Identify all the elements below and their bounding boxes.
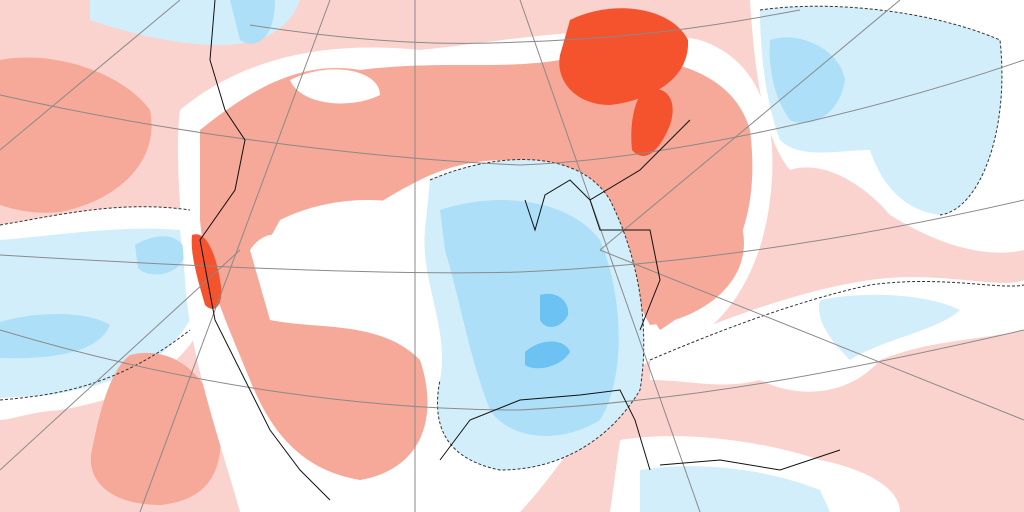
- longitude-line: [139, 0, 331, 512]
- latitude-line: [0, 329, 1024, 411]
- mid-blue-zone: [540, 293, 569, 327]
- white-zone: [255, 200, 410, 282]
- red-zone: [191, 234, 222, 309]
- coastlines: [199, 0, 841, 501]
- white-zone: [290, 69, 380, 104]
- blue-zone: [0, 314, 110, 359]
- contour: [649, 281, 1024, 361]
- latitude-line: [0, 59, 1024, 166]
- contour: [429, 159, 645, 471]
- salmon-zone: [0, 57, 152, 213]
- contours: [0, 5, 1024, 471]
- coastline: [659, 449, 841, 471]
- longitude-line: [0, 249, 241, 471]
- contour: [759, 5, 1003, 216]
- contour: [0, 206, 191, 226]
- mid-blue-zone: [525, 341, 570, 369]
- longitude-line: [599, 0, 901, 251]
- salmon-zone: [590, 166, 744, 325]
- coastline: [589, 119, 691, 331]
- contour: [0, 329, 191, 401]
- latitude-line: [0, 199, 1024, 274]
- blue-zone: [440, 200, 619, 437]
- blue-zone: [230, 0, 275, 44]
- longitude-line: [0, 0, 181, 151]
- coastline: [439, 389, 651, 471]
- longitude-line: [519, 0, 701, 512]
- salmon-zone: [90, 352, 221, 505]
- salmon-zone: [200, 56, 753, 480]
- great-lakes: [524, 179, 591, 232]
- coastline: [199, 0, 331, 501]
- longitude-line: [599, 249, 1024, 421]
- blue-zone: [769, 37, 845, 124]
- light-blue-zone: [819, 294, 960, 360]
- latitude-line: [249, 9, 801, 44]
- red-zone: [631, 89, 673, 156]
